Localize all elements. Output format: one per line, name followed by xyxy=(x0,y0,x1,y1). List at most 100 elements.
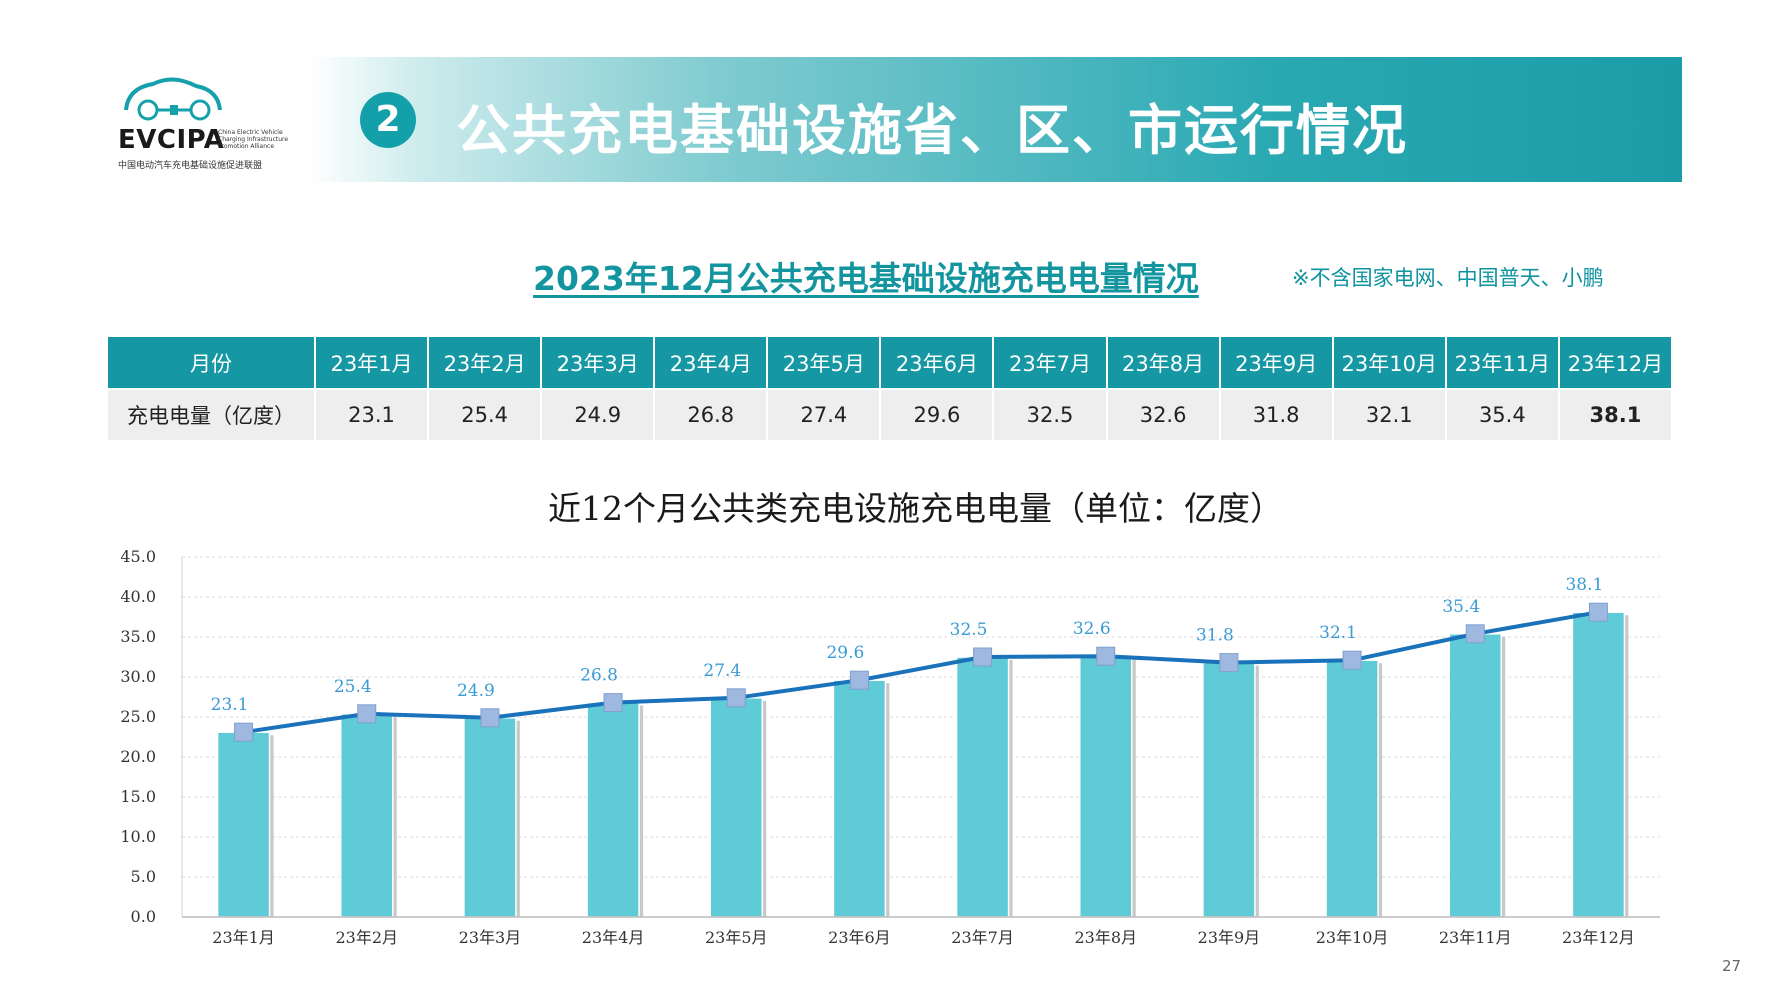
line-marker xyxy=(726,688,746,708)
data-label: 31.8 xyxy=(1196,626,1234,646)
data-label: 38.1 xyxy=(1565,575,1603,595)
header-month: 23年3月 xyxy=(541,337,656,389)
line-marker xyxy=(1096,646,1116,666)
header-month: 23年4月 xyxy=(654,337,769,389)
table-cell: 32.6 xyxy=(1106,388,1221,440)
y-tick-label: 10.0 xyxy=(120,827,156,846)
line-marker xyxy=(480,708,500,728)
line-marker xyxy=(1588,602,1608,622)
header-month: 23年9月 xyxy=(1219,337,1334,389)
data-label: 32.1 xyxy=(1319,623,1357,643)
y-tick-label: 25.0 xyxy=(120,707,156,726)
table-cell: 38.1 xyxy=(1558,388,1674,440)
data-label: 25.4 xyxy=(334,677,372,697)
x-tick-label: 23年9月 xyxy=(1198,928,1261,947)
bar xyxy=(1202,661,1256,918)
section-number-badge: 2 xyxy=(360,92,416,148)
evcipa-logo: EVCIPA China Electric Vehicle Charging I… xyxy=(118,70,298,180)
y-tick-label: 0.0 xyxy=(131,907,156,926)
bar xyxy=(832,679,887,918)
monthly-charging-table: 月份 23年1月 23年2月 23年3月 23年4月 23年5月 23年6月 2… xyxy=(108,337,1674,440)
x-tick-label: 23年1月 xyxy=(212,928,275,947)
y-tick-label: 15.0 xyxy=(120,787,156,806)
car-plug-icon xyxy=(124,77,222,121)
table-cell: 32.1 xyxy=(1332,388,1447,440)
data-label: 32.5 xyxy=(950,620,988,640)
x-tick-label: 23年12月 xyxy=(1562,928,1635,947)
data-label: 29.6 xyxy=(826,643,864,663)
table-header-row: 月份 23年1月 23年2月 23年3月 23年4月 23年5月 23年6月 2… xyxy=(108,337,1674,389)
header-month: 23年11月 xyxy=(1445,337,1560,389)
x-tick-label: 23年3月 xyxy=(459,928,522,947)
line-marker xyxy=(849,670,869,690)
bar xyxy=(586,701,640,918)
header-month: 23年12月 xyxy=(1558,337,1674,389)
logo-wordmark: EVCIPA xyxy=(118,125,225,155)
table-cell: 25.4 xyxy=(428,388,543,440)
header-month: 23年1月 xyxy=(315,337,430,389)
line-marker xyxy=(973,647,993,667)
line-marker xyxy=(357,704,377,724)
x-tick-label: 23年6月 xyxy=(828,928,891,947)
bar xyxy=(463,717,517,918)
table-cell: 23.1 xyxy=(315,388,430,440)
y-tick-label: 20.0 xyxy=(120,747,156,766)
exclusion-note: ※不含国家电网、中国普天、小鹏 xyxy=(1292,266,1604,290)
table-row: 充电电量（亿度） 23.1 25.4 24.9 26.8 27.4 29.6 3… xyxy=(108,388,1674,440)
chart-title: 近12个月公共类充电设施充电电量（单位：亿度） xyxy=(548,489,1283,528)
header-month: 23年6月 xyxy=(880,337,995,389)
table-cell: 29.6 xyxy=(880,388,995,440)
data-label: 27.4 xyxy=(703,661,741,681)
logo-chinese-name: 中国电动汽车充电基础设施促进联盟 xyxy=(118,161,263,171)
section-title: 公共充电基础设施省、区、市运行情况 xyxy=(456,99,1408,162)
header-month: 23年5月 xyxy=(767,337,882,389)
y-tick-label: 40.0 xyxy=(120,587,156,606)
header-month: 23年8月 xyxy=(1106,337,1221,389)
table-cell: 24.9 xyxy=(541,388,656,440)
bar xyxy=(1448,633,1502,918)
x-tick-label: 23年8月 xyxy=(1074,928,1137,947)
y-tick-label: 35.0 xyxy=(120,627,156,646)
page-number: 27 xyxy=(1722,957,1742,975)
header-month-label: 月份 xyxy=(108,337,316,389)
table-title: 2023年12月公共充电基础设施充电电量情况 xyxy=(533,259,1199,298)
section-banner xyxy=(310,57,1682,182)
bar xyxy=(216,731,271,918)
data-label: 24.9 xyxy=(457,681,495,701)
y-tick-label: 30.0 xyxy=(120,667,156,686)
line-marker xyxy=(1219,653,1239,673)
bar xyxy=(1079,655,1133,918)
header-month: 23年10月 xyxy=(1332,337,1447,389)
bar xyxy=(1325,659,1379,918)
line-marker xyxy=(234,722,254,742)
header-month: 23年7月 xyxy=(993,337,1108,389)
table-cell: 32.5 xyxy=(993,388,1108,440)
table-cell: 31.8 xyxy=(1219,388,1334,440)
x-tick-label: 23年2月 xyxy=(335,928,398,947)
series-line xyxy=(243,610,1599,735)
line-marker xyxy=(603,693,623,713)
bar xyxy=(340,713,394,918)
x-tick-label: 23年11月 xyxy=(1439,928,1512,947)
bar xyxy=(1571,611,1626,918)
x-tick-label: 23年4月 xyxy=(582,928,645,947)
x-tick-label: 23年10月 xyxy=(1316,928,1389,947)
x-tick-label: 23年7月 xyxy=(951,928,1014,947)
table-cell: 27.4 xyxy=(767,388,882,440)
header-month: 23年2月 xyxy=(428,337,543,389)
row-label: 充电电量（亿度） xyxy=(108,388,316,440)
bar xyxy=(955,656,1010,918)
data-label: 35.4 xyxy=(1442,597,1480,617)
y-tick-label: 45.0 xyxy=(120,547,156,566)
logo-english-name: China Electric Vehicle Charging Infrastr… xyxy=(218,129,289,150)
data-label: 23.1 xyxy=(211,695,249,715)
line-marker xyxy=(1465,624,1485,644)
bar xyxy=(709,697,763,918)
table-cell: 35.4 xyxy=(1445,388,1560,440)
data-label: 32.6 xyxy=(1073,619,1111,639)
data-label: 26.8 xyxy=(580,666,618,686)
y-tick-label: 5.0 xyxy=(131,867,156,886)
x-tick-label: 23年5月 xyxy=(705,928,768,947)
line-marker xyxy=(1342,650,1362,670)
